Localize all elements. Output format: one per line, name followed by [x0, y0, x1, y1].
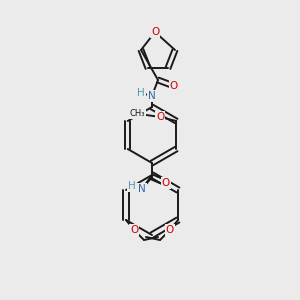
Text: O: O: [151, 27, 159, 37]
Text: O: O: [162, 178, 170, 188]
Text: N: N: [148, 91, 156, 101]
Text: N: N: [138, 184, 146, 194]
Text: O: O: [170, 81, 178, 91]
Text: CH₃: CH₃: [130, 110, 145, 118]
Text: O: O: [156, 112, 164, 122]
Text: O: O: [130, 225, 138, 235]
Text: H: H: [128, 181, 136, 191]
Text: H: H: [137, 88, 145, 98]
Text: O: O: [166, 225, 174, 235]
